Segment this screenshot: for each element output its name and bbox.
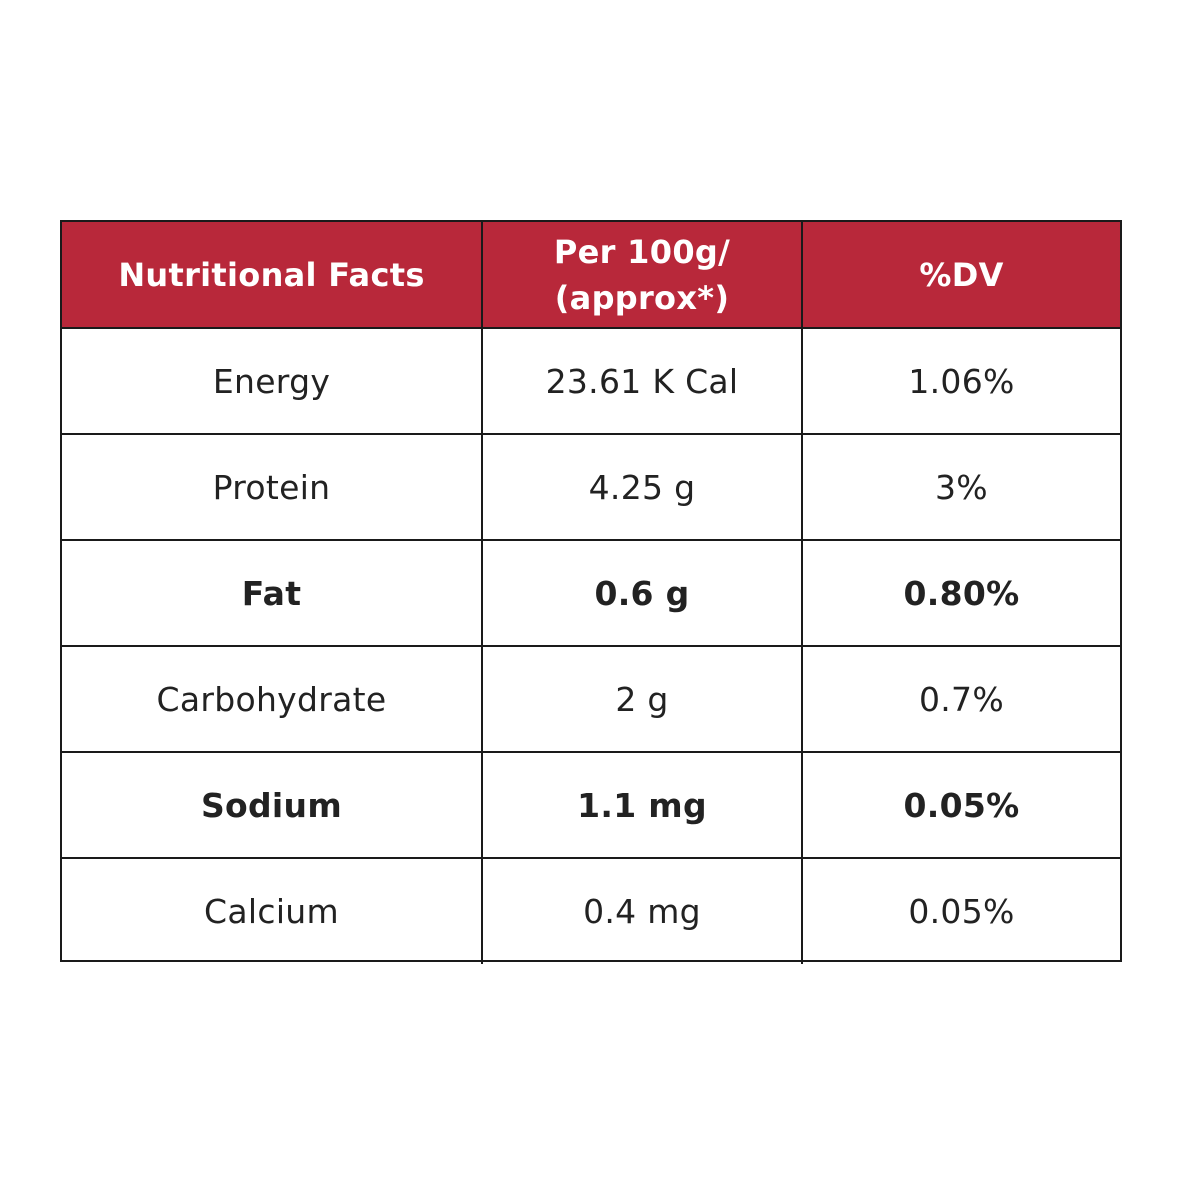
nutrient-amount: 4.25 g (481, 433, 803, 541)
table-row: Protein 4.25 g 3% (62, 433, 1120, 541)
header-per-100g-line2: (approx*) (554, 278, 730, 317)
nutrient-dv: 0.05% (801, 751, 1120, 859)
nutrient-name: Carbohydrate (62, 645, 483, 753)
header-nutritional-facts: Nutritional Facts (62, 222, 483, 329)
nutrition-table: Nutritional Facts Per 100g/ (approx*) %D… (60, 220, 1122, 964)
table-header-row: Nutritional Facts Per 100g/ (approx*) %D… (62, 222, 1120, 329)
header-dv: %DV (801, 222, 1120, 329)
header-dv-label: %DV (919, 255, 1004, 294)
header-per-100g: Per 100g/ (approx*) (481, 222, 803, 329)
nutrient-name: Calcium (62, 857, 483, 964)
nutrient-amount: 1.1 mg (481, 751, 803, 859)
table-row: Carbohydrate 2 g 0.7% (62, 645, 1120, 753)
nutrient-dv: 3% (801, 433, 1120, 541)
table-row: Energy 23.61 K Cal 1.06% (62, 327, 1120, 435)
nutrient-name: Fat (62, 539, 483, 647)
nutrient-name: Protein (62, 433, 483, 541)
nutrient-dv: 0.80% (801, 539, 1120, 647)
nutrient-amount: 0.6 g (481, 539, 803, 647)
table-row: Sodium 1.1 mg 0.05% (62, 751, 1120, 859)
header-nutritional-facts-label: Nutritional Facts (118, 255, 425, 294)
nutrient-name: Energy (62, 327, 483, 435)
nutrient-amount: 23.61 K Cal (481, 327, 803, 435)
header-per-100g-line1: Per 100g/ (553, 232, 731, 271)
nutrient-amount: 2 g (481, 645, 803, 753)
nutrient-name: Sodium (62, 751, 483, 859)
nutrient-dv: 0.7% (801, 645, 1120, 753)
nutrient-dv: 1.06% (801, 327, 1120, 435)
table-row: Calcium 0.4 mg 0.05% (62, 857, 1120, 964)
nutrient-dv: 0.05% (801, 857, 1120, 964)
nutrient-amount: 0.4 mg (481, 857, 803, 964)
nutrition-facts-table: Nutritional Facts Per 100g/ (approx*) %D… (62, 222, 1120, 964)
table-row: Fat 0.6 g 0.80% (62, 539, 1120, 647)
